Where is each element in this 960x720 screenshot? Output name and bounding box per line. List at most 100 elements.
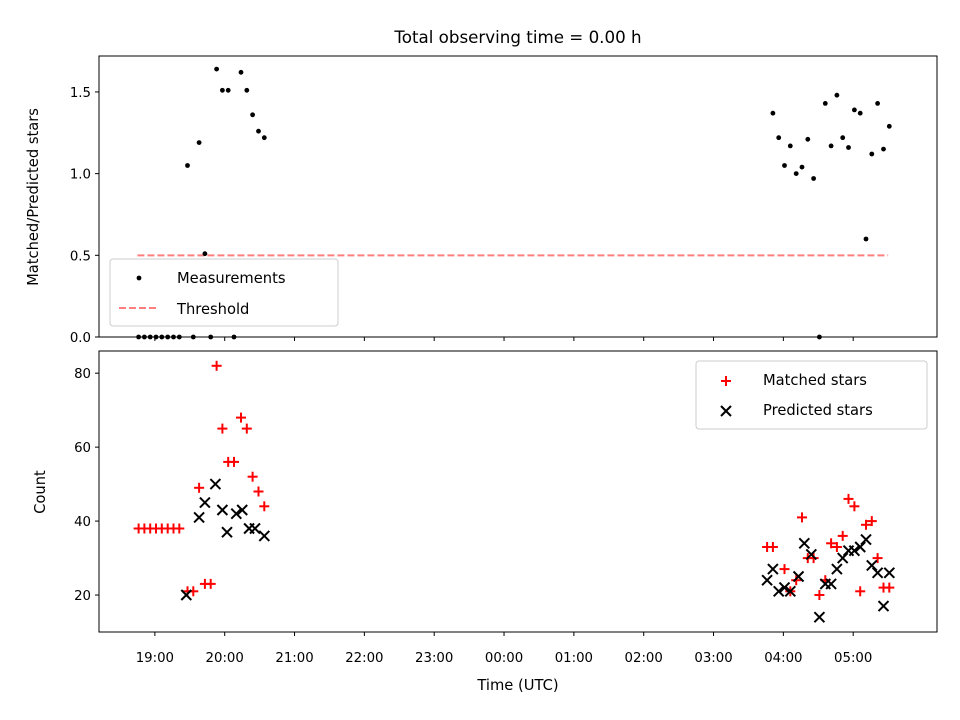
measurement-point <box>214 66 220 72</box>
legend-matched-label: Matched stars <box>763 372 867 389</box>
measurement-point <box>770 110 776 116</box>
matched-star-point <box>797 512 807 523</box>
measurement-point <box>231 334 237 340</box>
predicted-star-point <box>825 578 837 590</box>
matched-star-point <box>884 582 895 593</box>
predicted-star-point <box>866 559 878 572</box>
legend-predicted-label: Predicted stars <box>763 402 873 419</box>
matched-star-point <box>205 578 216 589</box>
measurement-point <box>875 101 880 106</box>
y-tick-label: 0.0 <box>70 331 91 346</box>
predicted-star-point <box>767 563 779 575</box>
top-y-axis-label: Matched/Predicted stars <box>25 108 42 286</box>
measurement-point <box>185 163 190 168</box>
predicted-star-point <box>792 570 805 583</box>
bottom-y-axis: 20 40 60 80 <box>74 367 99 604</box>
measurement-point <box>244 87 250 93</box>
y-tick-label: 1.0 <box>70 168 91 183</box>
legend-measurements-marker <box>136 275 142 281</box>
measurement-point <box>225 87 231 93</box>
matched-star-point <box>174 523 185 534</box>
predicted-star-point <box>883 567 896 579</box>
measurement-point <box>238 69 244 75</box>
measurement-point <box>811 176 816 181</box>
predicted-star-point <box>249 522 261 535</box>
matched-star-point <box>236 412 246 423</box>
predicted-star-point <box>221 526 233 538</box>
x-tick-label: 20:00 <box>206 651 244 666</box>
x-tick-label: 04:00 <box>764 651 802 666</box>
predicted-star-point <box>798 537 811 550</box>
matched-star-point <box>211 360 222 371</box>
matched-star-point <box>247 471 258 482</box>
measurement-point <box>165 334 171 340</box>
matched-star-point <box>837 530 848 541</box>
y-tick-label: 40 <box>74 515 91 530</box>
measurement-point <box>782 163 787 168</box>
measurement-point <box>776 135 782 141</box>
measurement-point <box>256 128 261 134</box>
x-tick-label: 02:00 <box>625 651 663 666</box>
y-tick-label: 0.5 <box>70 249 91 264</box>
legend-matched-marker <box>721 376 731 386</box>
measurement-point <box>840 135 846 141</box>
measurement-point <box>202 251 208 257</box>
measurement-point <box>196 140 202 146</box>
y-tick-label: 1.5 <box>70 86 91 101</box>
matched-star-point <box>194 482 205 493</box>
matched-star-point <box>217 423 228 434</box>
predicted-star-point <box>831 563 843 575</box>
bottom-plot-area <box>98 350 938 633</box>
predicted-star-point <box>871 567 884 579</box>
matched-star-point <box>259 501 270 512</box>
predicted-star-point <box>236 504 248 516</box>
bottom-legend-box <box>695 360 928 430</box>
predicted-star-point <box>784 585 797 598</box>
measurement-point <box>190 334 196 340</box>
y-tick-label: 20 <box>74 589 91 604</box>
matched-star-point <box>866 516 877 527</box>
measurement-point <box>805 136 811 142</box>
x-tick-label: 00:00 <box>485 651 523 666</box>
x-tick-label: 19:00 <box>136 651 174 666</box>
x-tick-label: 03:00 <box>694 651 732 666</box>
measurement-point <box>787 143 793 149</box>
chart-title: Total observing time = 0.00 h <box>393 27 641 47</box>
measurement-point <box>793 171 799 177</box>
measurement-point <box>171 334 176 340</box>
bottom-x-axis-label: Time (UTC) <box>476 677 558 694</box>
y-tick-label: 60 <box>74 441 91 456</box>
matched-star-point <box>241 423 252 434</box>
measurement-point <box>846 145 851 150</box>
predicted-star-point <box>778 581 791 594</box>
measurement-point <box>857 110 863 116</box>
count-points <box>133 360 896 623</box>
predicted-star-point <box>216 504 229 516</box>
top-panel: 0.0 0.5 1.0 1.5 Matched/Predicted stars Mea… <box>25 55 938 346</box>
bottom-panel: 20 40 60 80 19:00 20:00 21:00 22:00 23:00 00:00 0… <box>32 350 938 694</box>
predicted-star-point <box>209 478 222 490</box>
y-tick-label: 80 <box>74 367 91 382</box>
measurement-point <box>886 123 892 129</box>
measurement-point <box>834 92 840 98</box>
measurement-point <box>881 146 886 152</box>
measurement-point <box>153 334 159 340</box>
measurement-point <box>828 143 834 149</box>
measurement-point <box>147 334 153 340</box>
x-tick-label: 22:00 <box>345 651 383 666</box>
measurement-point <box>852 107 857 113</box>
measurement-point <box>159 334 165 340</box>
predicted-star-point <box>877 600 890 612</box>
measurement-point <box>869 151 875 157</box>
measurement-point <box>250 112 256 118</box>
top-y-axis: 0.0 0.5 1.0 1.5 <box>70 86 99 346</box>
matched-star-point <box>831 542 842 552</box>
matched-star-point <box>767 542 778 552</box>
bottom-legend: Matched stars Predicted stars <box>695 360 928 430</box>
x-tick-label: 21:00 <box>275 651 313 666</box>
measurement-point <box>220 87 225 93</box>
x-tick-label: 01:00 <box>555 651 593 666</box>
predicted-star-point <box>258 530 271 542</box>
measurement-point <box>136 334 142 340</box>
